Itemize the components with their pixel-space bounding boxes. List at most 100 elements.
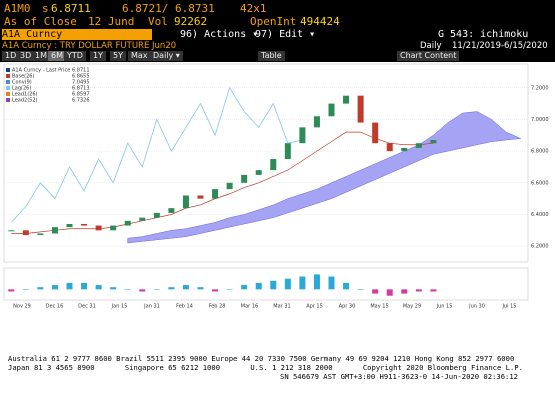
legend-swatch xyxy=(6,74,10,78)
macd-bar xyxy=(66,282,73,290)
lagging-span xyxy=(10,86,303,223)
x-tick-label: Dec 16 xyxy=(46,304,64,310)
macd-bar xyxy=(81,282,88,290)
macd-bar xyxy=(343,282,350,290)
range-button[interactable]: 1D xyxy=(2,51,20,61)
candle xyxy=(81,223,88,226)
edit-menu[interactable]: 97) Edit ▾ xyxy=(255,29,316,40)
macd-bar xyxy=(313,274,320,290)
candle xyxy=(241,174,248,183)
vol-label: Vol xyxy=(148,15,168,28)
legend-name: Lead2(52) xyxy=(12,98,38,104)
function-code: G 543: ichimoku xyxy=(438,29,529,40)
range-button[interactable]: 3D xyxy=(17,51,35,61)
range-button[interactable]: 5Y xyxy=(110,51,126,61)
x-tick-label: Nov 29 xyxy=(13,304,31,310)
candle xyxy=(22,230,29,236)
actions-menu[interactable]: 96) Actions ▾ xyxy=(180,29,259,40)
macd-bar xyxy=(124,289,131,290)
macd-bar xyxy=(197,287,204,290)
candle xyxy=(270,159,277,171)
candle xyxy=(95,225,102,231)
macd-bar xyxy=(241,285,248,290)
range-button[interactable]: Table xyxy=(258,51,285,61)
macd-bar xyxy=(51,285,58,290)
candle xyxy=(255,170,262,175)
y-tick-label: 6.2000 xyxy=(531,244,549,250)
macd-bar xyxy=(182,285,189,290)
macd-bar xyxy=(401,289,408,294)
macd-bar xyxy=(95,285,102,290)
y-tick-label: 7.2000 xyxy=(531,85,549,91)
macd-bar xyxy=(270,280,277,290)
bid-ask: 6.8721/ 6.8731 xyxy=(122,2,215,15)
as-of: As of Close xyxy=(4,15,77,28)
candle xyxy=(124,220,131,226)
legend-value: 7.0495 xyxy=(72,80,90,86)
range-button[interactable]: 1Y xyxy=(90,51,106,61)
y-tick-label: 6.6000 xyxy=(531,180,549,186)
legend-value: 6.7326 xyxy=(72,98,90,104)
size: 42x1 xyxy=(240,2,267,15)
candle xyxy=(313,116,320,128)
candle xyxy=(8,230,15,232)
legend-value: 6.8711 xyxy=(72,68,90,74)
legend-swatch xyxy=(6,98,10,102)
security-input[interactable]: A1A Curncy xyxy=(2,29,152,40)
legend-swatch xyxy=(6,68,10,72)
x-tick-label: Apr 30 xyxy=(339,304,356,310)
range-button[interactable]: YTD xyxy=(64,51,86,61)
macd-bar xyxy=(255,282,262,290)
candle xyxy=(372,122,379,144)
range-button[interactable]: 1M xyxy=(32,51,50,61)
x-tick-label: Jan 31 xyxy=(143,304,160,310)
x-tick-label: Mar 31 xyxy=(273,304,290,310)
legend-swatch xyxy=(6,86,10,90)
x-tick-label: May 29 xyxy=(403,304,421,310)
x-tick-label: May 15 xyxy=(370,304,388,310)
footer-line: SN 546679 AST GMT+3:00 H911-3623-0 14-Ju… xyxy=(280,372,518,381)
price: 6.8711 xyxy=(51,2,91,15)
macd-bar xyxy=(430,289,437,292)
macd-bar xyxy=(372,289,379,294)
legend-name: Base(26) xyxy=(12,74,34,80)
candle xyxy=(110,225,117,231)
candle xyxy=(226,182,233,190)
range-button[interactable]: Chart Content xyxy=(397,51,460,61)
range-button[interactable]: 6M xyxy=(48,51,66,61)
candle xyxy=(66,223,73,228)
macd-bar xyxy=(299,276,306,290)
candle xyxy=(51,227,58,234)
macd-bar xyxy=(212,289,219,292)
footer-line: Australia 61 2 9777 8600 Brazil 5511 239… xyxy=(8,354,515,363)
candle xyxy=(37,233,44,236)
range-button[interactable]: Daily ▾ xyxy=(150,51,183,61)
candle xyxy=(430,140,437,144)
y-tick-label: 6.4000 xyxy=(531,212,549,218)
x-tick-label: Jul 15 xyxy=(502,304,517,310)
oi: 494424 xyxy=(300,15,340,28)
y-tick-label: 6.8000 xyxy=(531,149,549,155)
range-button[interactable]: Max xyxy=(128,51,151,61)
macd-bar xyxy=(284,278,291,290)
candle xyxy=(139,217,146,221)
macd-bar xyxy=(8,289,15,292)
legend-name: Lag(26) xyxy=(12,86,31,92)
macd-bar xyxy=(110,287,117,290)
candle xyxy=(357,95,364,123)
chart: 6.2000 6.4000 6.6000 6.8000 7.0000 7.2000 A1A … xyxy=(3,63,549,310)
candle xyxy=(343,95,350,104)
y-tick-label: 7.0000 xyxy=(531,117,549,123)
candle xyxy=(299,127,306,144)
frequency: Daily xyxy=(420,41,442,51)
x-tick-label: Apr 15 xyxy=(306,304,323,310)
x-tick-label: Jan 15 xyxy=(111,304,128,310)
x-tick-label: Feb 28 xyxy=(209,304,226,310)
footer-line: Japan 81 3 4565 8900 Singapore 65 6212 1… xyxy=(8,363,523,372)
macd-bar xyxy=(168,287,175,290)
x-tick-label: Mar 16 xyxy=(241,304,258,310)
legend-name: A1A Curncy - Last Price xyxy=(12,68,70,74)
price-prefix: s xyxy=(42,2,49,15)
macd-panel xyxy=(3,267,529,301)
macd-bar xyxy=(37,287,44,290)
